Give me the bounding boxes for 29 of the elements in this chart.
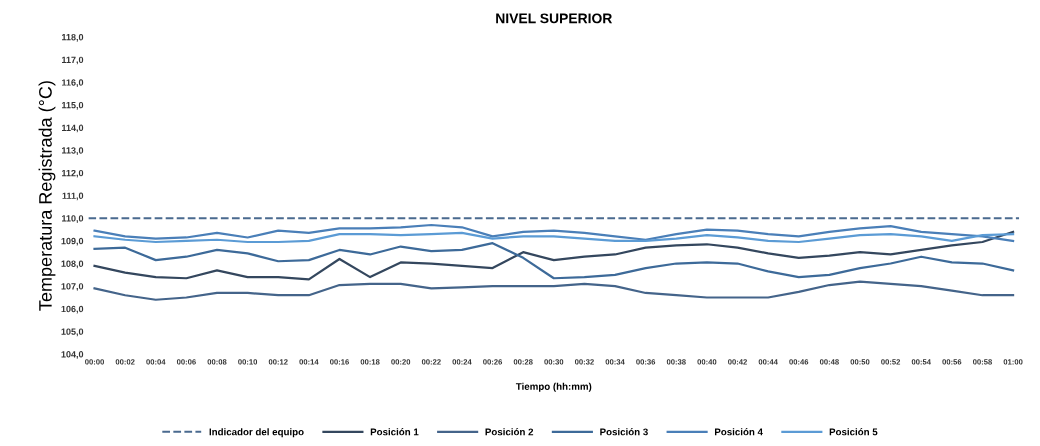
y-tick-label: 111,0 xyxy=(62,192,84,201)
legend-label: Posición 3 xyxy=(600,428,648,436)
y-tick-label: 105,0 xyxy=(61,328,84,337)
chart-title: NIVEL SUPERIOR xyxy=(496,13,613,24)
y-tick-label: 107,0 xyxy=(61,283,84,291)
y-tick-label: 115,0 xyxy=(62,101,84,110)
y-tick-label: 114,0 xyxy=(62,124,84,133)
line-series xyxy=(93,280,1015,301)
y-tick-label: 117,0 xyxy=(62,56,84,65)
y-tick-label: 113,0 xyxy=(62,147,84,155)
legend-label: Posición 4 xyxy=(714,428,763,436)
line-series xyxy=(93,231,1015,244)
y-tick-label: 106,0 xyxy=(61,305,84,314)
y-tick-label: 112,0 xyxy=(62,169,84,178)
legend-label: Posición 2 xyxy=(485,428,534,436)
y-axis-title: Temperatura Registrada (°C) xyxy=(38,81,56,311)
y-tick-label: 110,0 xyxy=(62,215,84,223)
line-series xyxy=(93,230,1015,281)
y-tick-label: 109,0 xyxy=(61,237,84,246)
line-series xyxy=(93,223,1015,242)
line-series xyxy=(93,242,1015,280)
y-tick-label: 118,0 xyxy=(62,33,84,42)
y-tick-label: 104,0 xyxy=(61,351,84,359)
y-tick-label: 108,0 xyxy=(61,260,84,269)
legend-label: Posición 1 xyxy=(370,428,419,436)
legend-label: Indicador del equipo xyxy=(209,428,304,438)
x-axis-title: Tiempo (hh:mm) xyxy=(515,382,592,392)
legend-label: Posición 5 xyxy=(829,428,878,436)
y-tick-label: 116,0 xyxy=(62,79,84,87)
